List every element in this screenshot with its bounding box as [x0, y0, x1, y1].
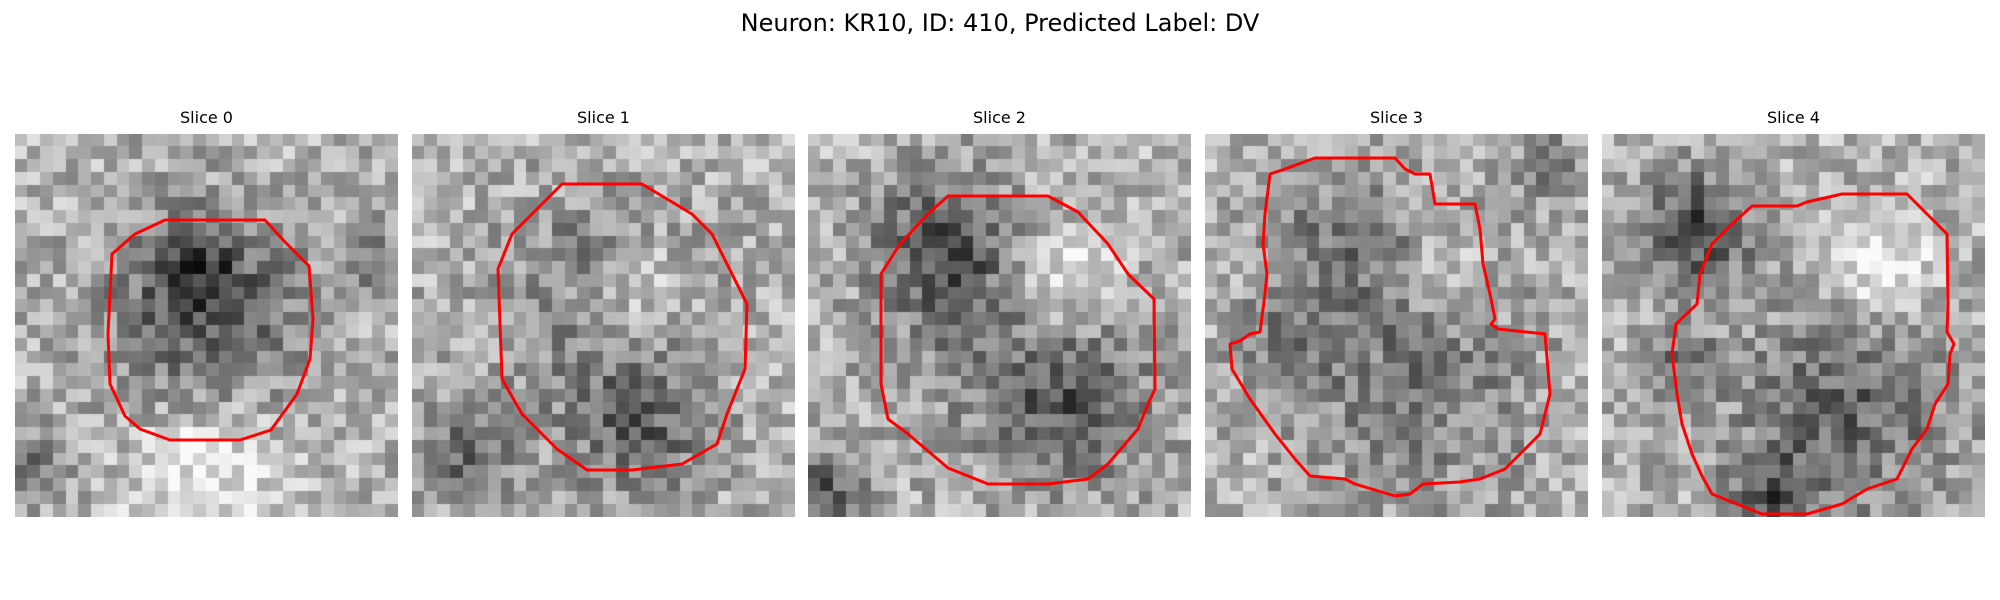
roi-contour [1670, 192, 1956, 516]
slice-panel-0: Slice 0 [15, 108, 398, 517]
slice-panel-2: Slice 2 [808, 108, 1191, 517]
slice-image [15, 134, 398, 517]
slice-image [1205, 134, 1588, 517]
slice-title: Slice 2 [973, 108, 1026, 127]
figure-title: Neuron: KR10, ID: 410, Predicted Label: … [740, 9, 1260, 37]
slice-image [808, 134, 1191, 517]
roi-contour [106, 218, 315, 442]
roi-contour [879, 194, 1157, 486]
slice-panel-4: Slice 4 [1602, 108, 1985, 517]
slice-title: Slice 0 [180, 108, 233, 127]
slice-panel-1: Slice 1 [412, 108, 795, 517]
slice-title: Slice 4 [1767, 108, 1820, 127]
slice-panel-3: Slice 3 [1205, 108, 1588, 517]
slice-image [412, 134, 795, 517]
slice-title: Slice 3 [1370, 108, 1423, 127]
roi-contour [1228, 156, 1552, 498]
slice-image [1602, 134, 1985, 517]
slice-title: Slice 1 [577, 108, 630, 127]
roi-contour [496, 182, 749, 472]
